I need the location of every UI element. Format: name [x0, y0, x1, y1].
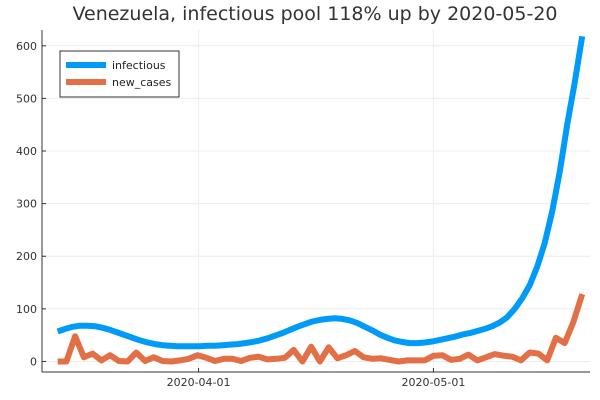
y-tick-label: 400 [16, 145, 37, 158]
x-tick-label: 2020-04-01 [167, 376, 231, 389]
y-tick-label: 0 [30, 355, 37, 368]
series-line-new-cases [57, 293, 586, 365]
y-tick-label: 600 [16, 40, 37, 53]
legend-label-infectious: infectious [112, 59, 166, 72]
axes: 0 100 200 300 400 500 600 2020-04-01 2020-05-01 [16, 30, 590, 389]
y-tick-label: 300 [16, 198, 37, 211]
legend-label-new-cases: new_cases [112, 76, 172, 89]
y-tick-label: 500 [16, 92, 37, 105]
chart-title: Venezuela, infectious pool 118% up by 20… [72, 3, 557, 25]
series-line-infectious [56, 35, 586, 350]
legend-box [59, 50, 180, 98]
y-tick-label: 200 [16, 250, 37, 263]
series-lines [56, 35, 586, 365]
legend: infectious new_cases [59, 50, 180, 98]
grid [42, 30, 590, 372]
x-tick-label: 2020-05-01 [401, 376, 465, 389]
y-tick-label: 100 [16, 303, 37, 316]
